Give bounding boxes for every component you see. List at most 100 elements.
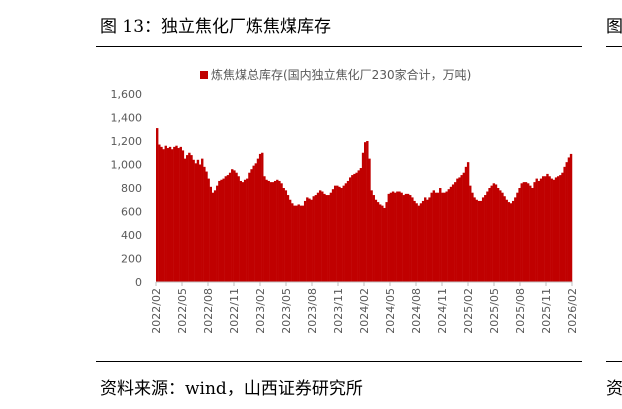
bar xyxy=(226,175,230,282)
bar xyxy=(518,188,521,282)
bar xyxy=(192,159,195,282)
legend-swatch xyxy=(200,71,208,79)
bar xyxy=(252,165,255,282)
bar xyxy=(426,199,429,282)
bar xyxy=(526,183,530,282)
bar xyxy=(248,172,251,282)
bar xyxy=(220,179,223,282)
bar xyxy=(175,145,178,282)
bar xyxy=(327,195,330,282)
top-rule-next-column xyxy=(606,46,622,47)
bar xyxy=(342,185,345,282)
bar xyxy=(282,188,285,282)
bar xyxy=(357,170,360,283)
bar xyxy=(276,179,279,282)
bar xyxy=(535,178,538,282)
y-tick-label: 800 xyxy=(121,182,142,195)
bar xyxy=(509,203,513,282)
bar xyxy=(569,153,573,282)
bar xyxy=(379,204,382,282)
bar xyxy=(514,197,517,282)
bar xyxy=(312,196,315,282)
bar xyxy=(460,175,463,282)
bar xyxy=(402,195,405,282)
bar xyxy=(449,186,453,282)
bar xyxy=(533,182,536,283)
bar xyxy=(243,179,247,282)
next-figure-title-fragment: 图 xyxy=(606,17,622,37)
bar xyxy=(565,162,568,282)
bar xyxy=(261,152,264,282)
bar xyxy=(323,193,326,283)
bar xyxy=(456,178,459,282)
bar xyxy=(501,192,504,282)
bar xyxy=(484,195,487,282)
bar xyxy=(454,182,457,283)
bar xyxy=(222,178,225,282)
bar xyxy=(409,195,412,282)
bar xyxy=(546,173,549,282)
bar xyxy=(376,202,380,282)
bar xyxy=(179,146,182,283)
bar xyxy=(479,200,483,282)
bar xyxy=(561,172,564,282)
bar xyxy=(239,180,243,282)
bar xyxy=(507,202,511,282)
bar xyxy=(441,192,444,282)
bar xyxy=(554,177,558,282)
bar xyxy=(351,175,354,282)
bar xyxy=(224,176,228,282)
bar xyxy=(550,178,553,282)
bar xyxy=(211,192,215,282)
bar xyxy=(406,193,410,283)
bar xyxy=(400,192,403,282)
bar xyxy=(539,178,543,282)
bar xyxy=(303,200,307,282)
x-tick-label: 2022/11 xyxy=(228,288,241,334)
x-tick-label: 2024/08 xyxy=(410,288,423,334)
legend: 炼焦煤总库存(国内独立焦化厂230家合计，万吨) xyxy=(200,67,471,82)
bar xyxy=(469,185,472,282)
bar xyxy=(284,190,288,282)
inventory-bar-chart: 炼焦煤总库存(国内独立焦化厂230家合计，万吨) 0 200 400 600 800 1,… xyxy=(111,67,580,334)
bar xyxy=(481,197,485,282)
bar xyxy=(413,200,416,282)
bar xyxy=(231,169,234,282)
y-tick-label: 200 xyxy=(121,253,142,266)
bar xyxy=(201,158,204,283)
bar xyxy=(559,175,562,282)
bar xyxy=(177,148,180,282)
bar xyxy=(511,200,515,282)
bar xyxy=(194,163,197,282)
x-tick-label: 2025/05 xyxy=(488,288,501,334)
bar xyxy=(299,205,303,283)
bar xyxy=(458,177,461,282)
y-tick-label: 400 xyxy=(121,229,142,242)
bar xyxy=(278,180,281,282)
bar xyxy=(520,183,523,282)
bar xyxy=(183,158,187,283)
bar xyxy=(366,141,369,282)
bar xyxy=(516,192,519,282)
bar xyxy=(451,184,455,282)
bar xyxy=(269,182,273,283)
bar xyxy=(181,150,185,282)
bar xyxy=(348,177,352,282)
bar xyxy=(488,188,491,282)
bar xyxy=(293,205,296,283)
bar xyxy=(385,202,388,282)
bar xyxy=(254,163,258,282)
next-source-note-fragment: 资 xyxy=(606,379,622,399)
bar xyxy=(207,178,210,282)
bar xyxy=(336,185,339,282)
bar xyxy=(316,192,320,282)
bar xyxy=(494,184,498,282)
bar xyxy=(372,195,375,282)
x-tick-label: 2025/02 xyxy=(462,288,475,334)
bar xyxy=(492,183,496,282)
bar xyxy=(389,192,393,282)
bar xyxy=(280,183,283,282)
bar xyxy=(505,199,508,282)
bar xyxy=(473,197,476,282)
bar xyxy=(235,172,238,282)
